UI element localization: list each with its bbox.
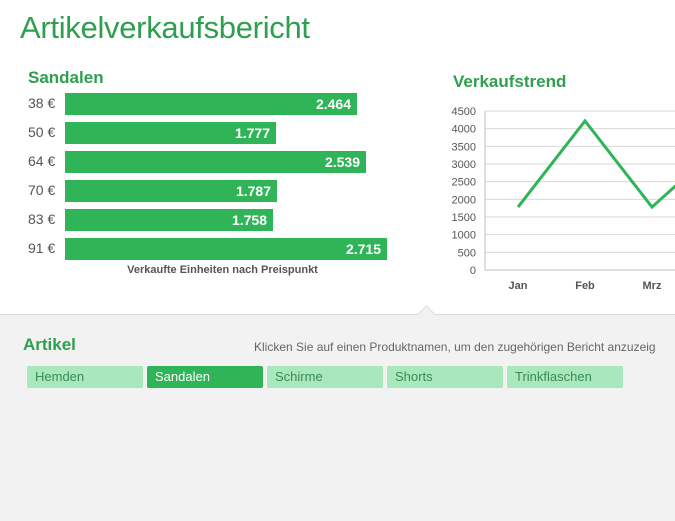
bar-value-label: 2.539 bbox=[324, 154, 360, 170]
trend-line bbox=[516, 118, 675, 210]
tab-shorts[interactable]: Shorts bbox=[387, 366, 503, 388]
bar-row: 38 € 2.464 bbox=[0, 93, 420, 115]
y-tick-label: 500 bbox=[458, 247, 476, 259]
bar-row: 91 € 2.715 bbox=[0, 238, 420, 260]
line-chart: 0 500 1000 1500 2000 2500 3000 3500 4000 4500 Jan F… bbox=[452, 106, 675, 292]
bar-value-label: 2.464 bbox=[315, 96, 351, 112]
tab-sandalen[interactable]: Sandalen bbox=[147, 366, 263, 388]
bar-value-label: 1.777 bbox=[234, 125, 270, 141]
bar-row: 83 € 1.758 bbox=[0, 209, 420, 231]
y-tick-label: 3000 bbox=[452, 159, 476, 171]
y-tick-label: 3500 bbox=[452, 141, 476, 153]
tab-schirme[interactable]: Schirme bbox=[267, 366, 383, 388]
bar-price-label: 38 € bbox=[28, 95, 56, 111]
bar-price-label: 64 € bbox=[28, 153, 56, 169]
bar-row: 50 € 1.777 bbox=[0, 122, 420, 144]
bar: 2.715 bbox=[65, 238, 387, 260]
bar-price-label: 91 € bbox=[28, 240, 56, 256]
bar-value-label: 2.715 bbox=[345, 241, 381, 257]
page-title: Artikelverkaufsbericht bbox=[20, 10, 310, 45]
line-chart-title: Verkaufstrend bbox=[453, 72, 567, 91]
product-panel: Artikel Klicken Sie auf einen Produktnam… bbox=[0, 305, 675, 521]
y-tick-label: 1000 bbox=[452, 230, 476, 242]
bar-value-label: 1.758 bbox=[231, 212, 267, 228]
bar-price-label: 70 € bbox=[28, 182, 56, 198]
bar-row: 64 € 2.539 bbox=[0, 151, 420, 173]
bar-price-label: 83 € bbox=[28, 211, 56, 227]
bar-chart: 38 € 2.464 50 € 1.777 64 € 2.539 70 € 1.787 83 €… bbox=[0, 90, 420, 280]
bar-value-label: 1.787 bbox=[235, 183, 271, 199]
y-tick-label: 2000 bbox=[452, 194, 476, 206]
bar: 1.777 bbox=[65, 122, 276, 144]
panel-title: Artikel bbox=[23, 335, 76, 354]
x-tick-label: Jan bbox=[509, 280, 528, 292]
bar: 1.787 bbox=[65, 180, 277, 202]
bar-row: 70 € 1.787 bbox=[0, 180, 420, 202]
y-tick-label: 1500 bbox=[452, 212, 476, 224]
y-tick-label: 0 bbox=[470, 265, 476, 277]
bar: 2.539 bbox=[65, 151, 366, 173]
bar-chart-title: Sandalen bbox=[28, 68, 104, 87]
bar: 2.464 bbox=[65, 93, 357, 115]
bar-price-label: 50 € bbox=[28, 124, 56, 140]
panel-hint: Klicken Sie auf einen Produktnamen, um d… bbox=[254, 340, 656, 354]
tab-trinkflaschen[interactable]: Trinkflaschen bbox=[507, 366, 623, 388]
panel-notch bbox=[417, 305, 436, 324]
x-tick-label: Feb bbox=[575, 280, 595, 292]
bar: 1.758 bbox=[65, 209, 273, 231]
y-tick-label: 2500 bbox=[452, 177, 476, 189]
y-tick-label: 4000 bbox=[452, 124, 476, 136]
bar-chart-caption: Verkaufte Einheiten nach Preispunkt bbox=[127, 264, 318, 276]
tab-hemden[interactable]: Hemden bbox=[27, 366, 143, 388]
x-tick-label: Mrz bbox=[643, 280, 662, 292]
y-tick-label: 4500 bbox=[452, 106, 476, 118]
